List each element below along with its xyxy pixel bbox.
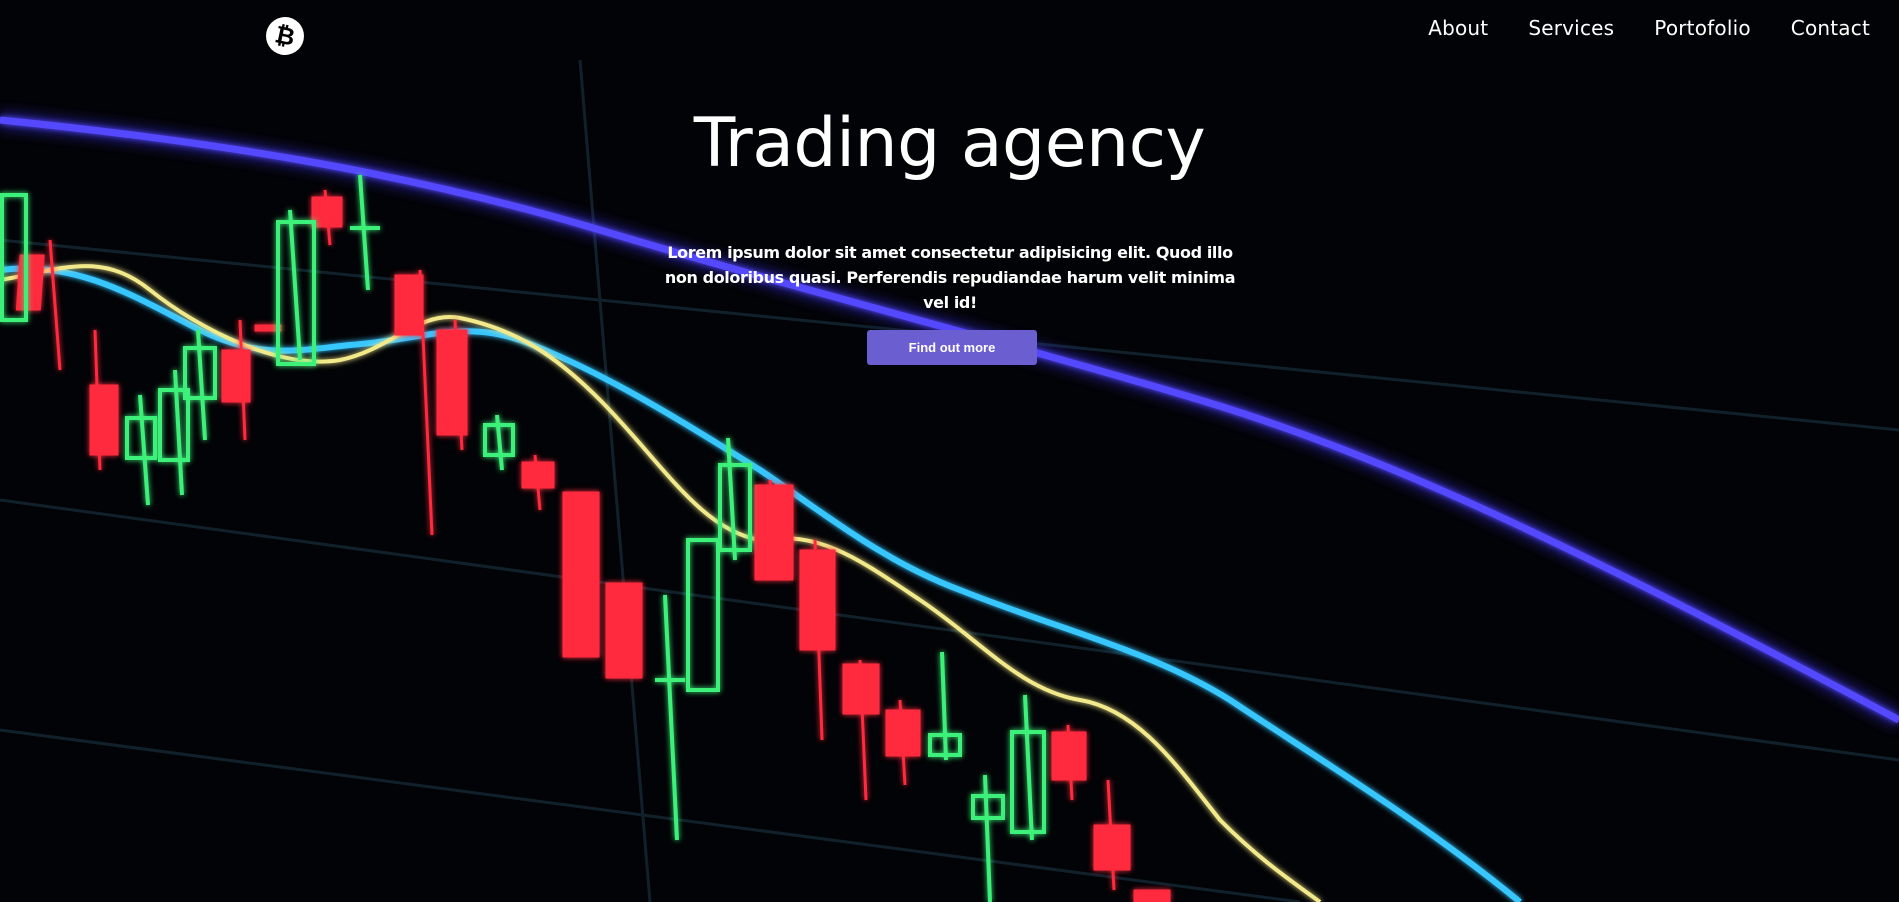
hero-description: Lorem ipsum dolor sit amet consectetur a… bbox=[664, 243, 1236, 312]
main-nav: About Services Portofolio Contact bbox=[1388, 16, 1870, 40]
nav-services-link[interactable]: Services bbox=[1528, 16, 1615, 40]
nav-contact-link[interactable]: Contact bbox=[1790, 16, 1870, 40]
nav-portofolio-link[interactable]: Portofolio bbox=[1654, 16, 1751, 40]
hero-title: Trading agency bbox=[693, 104, 1206, 183]
bitcoin-icon[interactable]: ₿ bbox=[262, 13, 308, 59]
top-navbar: ₿ About Services Portofolio Contact bbox=[0, 0, 1899, 70]
find-out-more-button[interactable]: Find out more bbox=[867, 330, 1037, 365]
nav-about-link[interactable]: About bbox=[1428, 16, 1489, 40]
